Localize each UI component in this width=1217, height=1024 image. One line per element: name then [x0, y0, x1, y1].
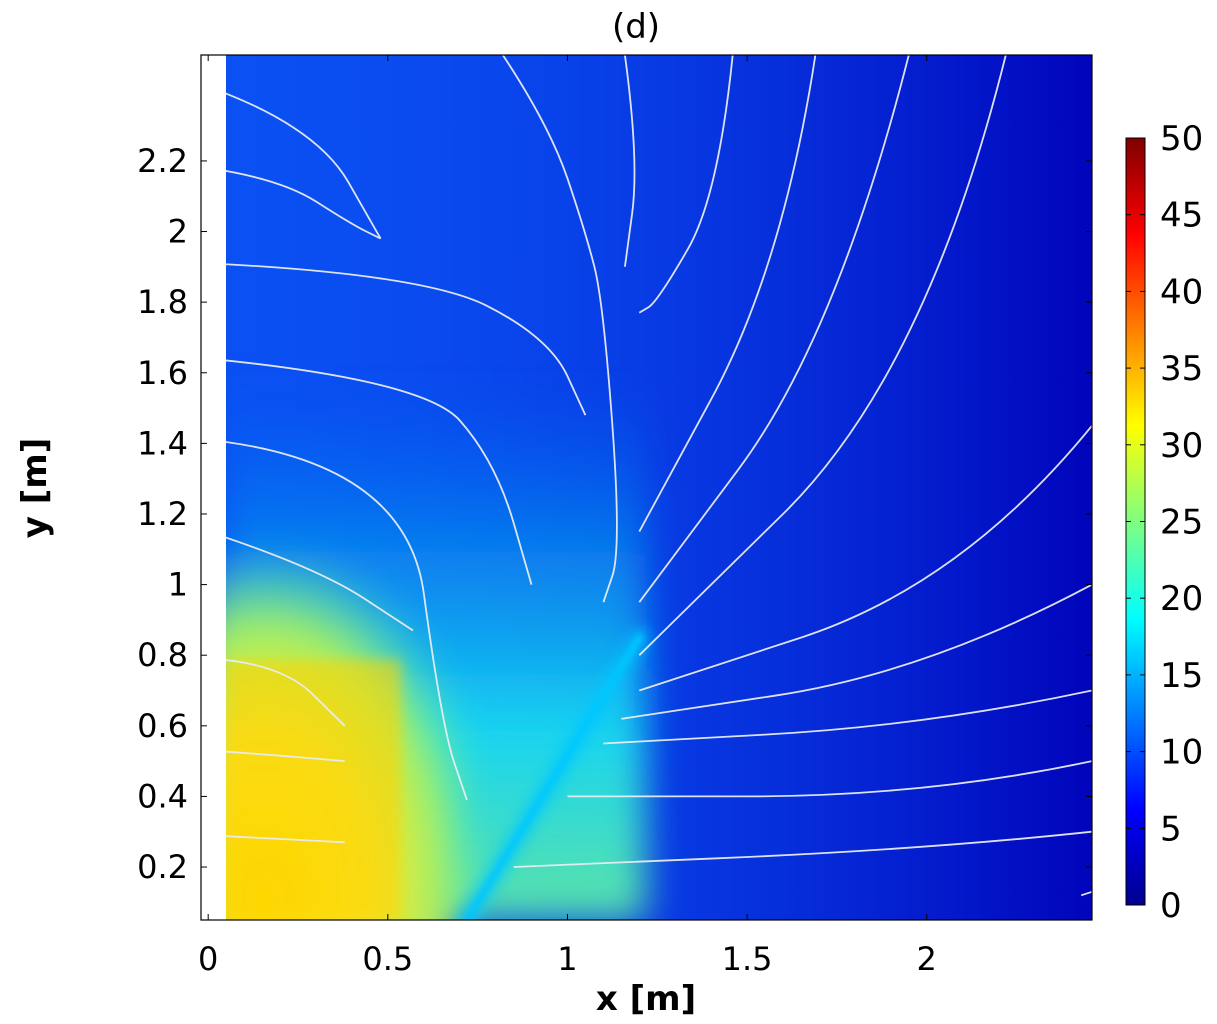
x-ticks: 0 0.5 1 1.5 2: [198, 55, 937, 978]
colorbar-tick-label: 35: [1160, 349, 1203, 389]
streamline: [226, 835, 345, 844]
colorbar-tick-label: 25: [1160, 503, 1203, 543]
streamline: [226, 170, 382, 240]
streamline: [226, 359, 533, 585]
chart-title: (d): [612, 7, 660, 47]
y-tick-label: 2.2: [137, 142, 188, 180]
streamline: [502, 55, 618, 603]
y-tick-label: 0.8: [137, 636, 188, 674]
streamline: [226, 750, 345, 762]
y-tick-label: 1.4: [137, 424, 188, 462]
diagonal-ridge: [463, 634, 643, 920]
streamline: [621, 583, 1092, 720]
y-tick-label: 0.4: [137, 777, 188, 815]
streamline: [513, 830, 1092, 868]
colorbar-tick-label: 10: [1160, 733, 1203, 773]
y-ticks: 0.2 0.4 0.6 0.8 1 1.2 1.4 1.6 1.8 2 2.2: [137, 142, 1092, 886]
streamline: [567, 760, 1092, 798]
colorbar-tick-label: 0: [1160, 886, 1182, 926]
x-tick-label: 1.5: [722, 940, 773, 978]
heatmap-field: [226, 55, 1092, 920]
colorbar-tick-label: 40: [1160, 272, 1203, 312]
field-ridges: [287, 220, 651, 920]
y-tick-label: 1: [168, 566, 188, 604]
streamline: [638, 55, 910, 603]
streamline: [226, 659, 346, 727]
streamline: [638, 55, 817, 533]
x-tick-label: 1: [557, 940, 577, 978]
colorbar-tick-label: 50: [1160, 119, 1203, 159]
y-tick-label: 1.8: [137, 283, 188, 321]
streamline: [226, 263, 587, 416]
colorbar-tick-label: 5: [1160, 809, 1182, 849]
streamline: [638, 55, 734, 314]
colorbar-tick-label: 45: [1160, 196, 1203, 236]
streamline: [226, 536, 414, 632]
streamline: [638, 55, 1007, 656]
x-tick-label: 2: [917, 940, 937, 978]
streamline: [1080, 890, 1092, 897]
y-tick-label: 2: [168, 213, 188, 251]
streamline: [603, 689, 1092, 745]
y-tick-label: 1.6: [137, 354, 188, 392]
y-tick-label: 0.6: [137, 707, 188, 745]
streamline: [624, 55, 636, 267]
x-tick-label: 0.5: [362, 940, 413, 978]
y-tick-label: 0.2: [137, 848, 188, 886]
streamlines: [226, 55, 1092, 897]
plot-frame: [200, 54, 1093, 921]
colorbar-tick-label: 20: [1160, 579, 1203, 619]
colorbar-ticks: 0 5 10 15 20 25 30 35 40 45 50: [1126, 119, 1203, 926]
colorbar-tick-label: 30: [1160, 426, 1203, 466]
x-axis-label: x [m]: [596, 979, 696, 1019]
streamline: [639, 425, 1092, 692]
streamline: [226, 441, 468, 801]
colorbar-tick-label: 15: [1160, 656, 1203, 696]
streamline: [226, 92, 382, 240]
y-axis-label: y [m]: [15, 438, 55, 539]
x-tick-label: 0: [198, 940, 218, 978]
y-tick-label: 1.2: [137, 495, 188, 533]
